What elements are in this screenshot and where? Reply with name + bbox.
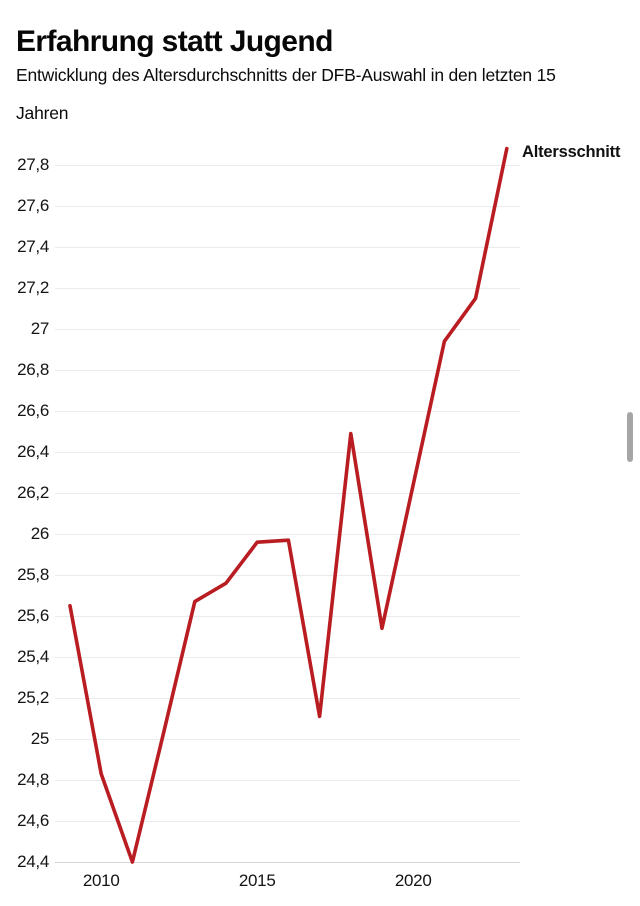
x-axis-tick-label: 2020 xyxy=(394,871,432,890)
y-axis-tick-label: 24,8 xyxy=(17,770,49,789)
y-axis-tick-label: 27 xyxy=(30,319,50,338)
y-axis-tick-label: 25,4 xyxy=(17,647,49,666)
y-axis-tick-label: 25,8 xyxy=(17,565,49,584)
y-axis-tick-label: 27,2 xyxy=(17,278,49,297)
y-gridline xyxy=(55,821,520,822)
y-axis-tick-label: 26,2 xyxy=(17,483,49,502)
chart-subtitle-line2: Jahren xyxy=(16,103,69,123)
y-gridline xyxy=(55,575,520,576)
y-axis-tick-label: 24,4 xyxy=(17,852,49,871)
scrollbar-thumb[interactable] xyxy=(627,412,633,462)
y-axis-tick-label: 26,8 xyxy=(17,360,49,379)
page-title: Erfahrung statt Jugend xyxy=(16,25,333,59)
y-axis-tick-label: 25,2 xyxy=(17,688,49,707)
chart-subtitle-line1: Entwicklung des Altersdurchschnitts der … xyxy=(16,65,556,85)
y-gridline xyxy=(55,452,520,453)
y-gridline xyxy=(55,247,520,248)
x-axis-tick-label: 2015 xyxy=(238,871,276,890)
y-gridline xyxy=(55,616,520,617)
y-gridline xyxy=(55,206,520,207)
y-gridline xyxy=(55,165,520,166)
y-gridline xyxy=(55,657,520,658)
y-gridline xyxy=(55,534,520,535)
y-axis-tick-label: 26,6 xyxy=(17,401,49,420)
y-axis-tick-label: 27,4 xyxy=(17,237,49,256)
x-axis-baseline xyxy=(55,862,520,863)
y-gridline xyxy=(55,739,520,740)
y-gridline xyxy=(55,370,520,371)
y-axis-tick-label: 25 xyxy=(30,729,50,748)
y-gridline xyxy=(55,698,520,699)
y-axis-tick-label: 25,6 xyxy=(17,606,49,625)
y-gridline xyxy=(55,780,520,781)
trend-line-altersschnitt xyxy=(68,146,509,864)
y-gridline xyxy=(55,411,520,412)
y-gridline xyxy=(55,329,520,330)
chart-subtitle: Entwicklung des Altersdurchschnitts der … xyxy=(16,56,556,132)
y-axis-tick-label: 26 xyxy=(30,524,50,543)
y-axis-tick-label: 27,8 xyxy=(17,155,49,174)
y-axis-tick-label: 26,4 xyxy=(17,442,49,461)
y-gridline xyxy=(55,288,520,289)
y-axis-tick-label: 24,6 xyxy=(17,811,49,830)
legend-label: Altersschnitt xyxy=(522,143,621,161)
y-axis-tick-label: 27,6 xyxy=(17,196,49,215)
y-gridline xyxy=(55,493,520,494)
x-axis-tick-label: 2010 xyxy=(82,871,120,890)
